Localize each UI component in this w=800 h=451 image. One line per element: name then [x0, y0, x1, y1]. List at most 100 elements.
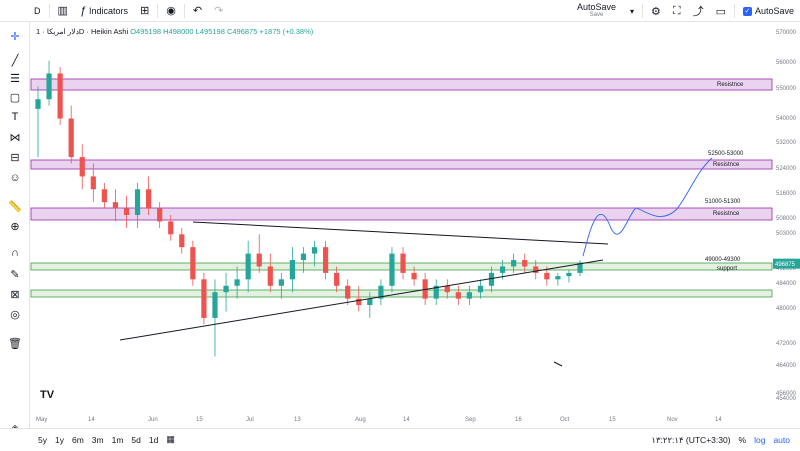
- zone-resistance: [30, 159, 773, 170]
- autosave-toggle[interactable]: ✓ AutoSave: [737, 0, 800, 22]
- range-6m[interactable]: 6m: [71, 434, 84, 445]
- auto-toggle[interactable]: auto: [773, 435, 790, 445]
- indicators-label: Indicators: [89, 5, 129, 16]
- rectangle-icon[interactable]: ▢: [9, 91, 21, 104]
- horizontal-lines-icon[interactable]: ☰: [10, 72, 20, 85]
- layout-button[interactable]: ▭: [710, 0, 732, 22]
- candle-body: [477, 285, 484, 293]
- candle-body: [146, 189, 152, 209]
- chevron-down-icon: ▾: [629, 6, 634, 16]
- price-tick-label: 540000: [776, 116, 797, 122]
- time-tick-label: Aug: [355, 417, 366, 423]
- text-icon[interactable]: T: [11, 111, 19, 123]
- trash-icon[interactable]: 🗑: [8, 337, 22, 350]
- autosave-menu[interactable]: AutoSave Save: [569, 3, 624, 19]
- candle-body: [190, 247, 196, 280]
- eye-icon: ◉: [166, 5, 176, 17]
- time-tick-label: 14: [403, 417, 410, 423]
- interval-button[interactable]: D: [0, 0, 47, 22]
- fullscreen-button[interactable]: ⛶: [667, 0, 687, 22]
- autosave-toggle-label: AutoSave: [754, 6, 794, 16]
- zone-label: Resistnce: [713, 162, 740, 168]
- divider: [157, 3, 159, 18]
- range-1d[interactable]: 1d: [148, 434, 159, 445]
- candle-body: [289, 260, 296, 280]
- candle-body: [201, 279, 207, 318]
- price-tick-label: 464000: [776, 363, 797, 369]
- hide-icon[interactable]: ◎: [10, 308, 20, 321]
- range-5d[interactable]: 5d: [131, 434, 141, 445]
- candle-body: [101, 189, 107, 203]
- undo-icon: ↶: [192, 5, 203, 17]
- price-tick-label: 480000: [776, 306, 797, 312]
- share-button[interactable]: ⤴: [687, 0, 710, 22]
- candle-body: [400, 253, 406, 273]
- log-toggle[interactable]: log: [754, 435, 766, 445]
- trendline-icon[interactable]: ╱: [11, 54, 19, 67]
- undo-button[interactable]: ↶: [187, 0, 208, 22]
- zone-value-label: 51000-51300: [705, 199, 741, 205]
- symbol-label[interactable]: دلار امریکا · 1D · Heikin Ashi: [36, 27, 129, 36]
- price-tick-label: 560000: [776, 60, 797, 66]
- range-3m[interactable]: 3m: [91, 434, 104, 445]
- candle-body: [168, 221, 174, 235]
- autosave-title: AutoSave: [576, 2, 616, 12]
- interval-label: D: [34, 5, 41, 16]
- emoji-icon[interactable]: ☺: [9, 172, 21, 184]
- candle-body: [267, 266, 273, 286]
- candle-body: [389, 253, 395, 286]
- time-tick-label: Oct: [560, 417, 570, 423]
- lock-drawing-icon[interactable]: ✎: [10, 268, 20, 281]
- last-price-label: 496875: [775, 262, 796, 268]
- indicators-button[interactable]: ƒ Indicators: [74, 0, 134, 22]
- price-tick-label: 508000: [776, 216, 797, 222]
- candle-body: [433, 285, 439, 299]
- candle-body: [278, 279, 284, 286]
- pattern-icon[interactable]: ⋈: [9, 131, 21, 144]
- magnet-icon[interactable]: ∩: [11, 247, 19, 259]
- lock-icon[interactable]: ⊠: [10, 288, 20, 301]
- candle-body: [345, 285, 351, 299]
- candle-body: [57, 73, 63, 119]
- time-tick-label: Nov: [667, 417, 678, 423]
- candles-layer: [35, 60, 583, 357]
- visibility-button[interactable]: ◉: [160, 0, 182, 22]
- candle-body: [46, 73, 52, 100]
- candle-body: [90, 176, 96, 190]
- redo-button[interactable]: ↷: [208, 0, 229, 22]
- divider: [733, 4, 735, 18]
- zone-resistance: [30, 207, 773, 221]
- trendlines-layer: [119, 157, 713, 367]
- zone-value-label: 52500-53000: [708, 151, 744, 157]
- chart-type-button[interactable]: ▥: [52, 0, 74, 22]
- candle-body: [68, 118, 74, 158]
- price-tick-label: 532000: [776, 140, 797, 146]
- settings-button[interactable]: ⚙: [645, 0, 667, 22]
- price-chart[interactable]: 570000 560000 550000 540000 532000 524000 5160…: [0, 0, 800, 428]
- redo-icon: ↷: [214, 5, 224, 17]
- candle-body: [378, 285, 384, 299]
- range-5y[interactable]: 5y: [38, 434, 47, 445]
- time-tick-label: 14: [88, 417, 95, 423]
- zoom-in-icon[interactable]: ⊕: [10, 220, 20, 233]
- ruler-icon[interactable]: 📏: [8, 200, 22, 213]
- time-tick-label: Jul: [246, 417, 254, 423]
- price-tick-label: 484000: [776, 281, 797, 287]
- time-tick-label: May: [36, 417, 47, 423]
- fib-icon[interactable]: ⊟: [10, 151, 20, 164]
- calendar-icon[interactable]: ▦: [166, 434, 175, 444]
- time-tick-label: 14: [715, 417, 722, 423]
- percent-toggle[interactable]: %: [738, 435, 747, 445]
- clock[interactable]: ۱۳:۲۲:۱۴ (UTC+3:30): [651, 434, 731, 445]
- ascending-trendline: [119, 259, 604, 341]
- candle-body: [157, 208, 163, 222]
- zone-label: support: [717, 266, 737, 272]
- crosshair-icon[interactable]: ✛: [10, 30, 20, 43]
- candle-body: [123, 208, 130, 215]
- candle-body: [356, 298, 362, 306]
- autosave-dropdown[interactable]: ▾: [624, 0, 640, 22]
- price-tick-label: 454000: [776, 396, 797, 402]
- range-1m[interactable]: 1m: [111, 434, 124, 445]
- templates-button[interactable]: ⊞: [134, 0, 155, 22]
- range-1y[interactable]: 1y: [54, 434, 64, 445]
